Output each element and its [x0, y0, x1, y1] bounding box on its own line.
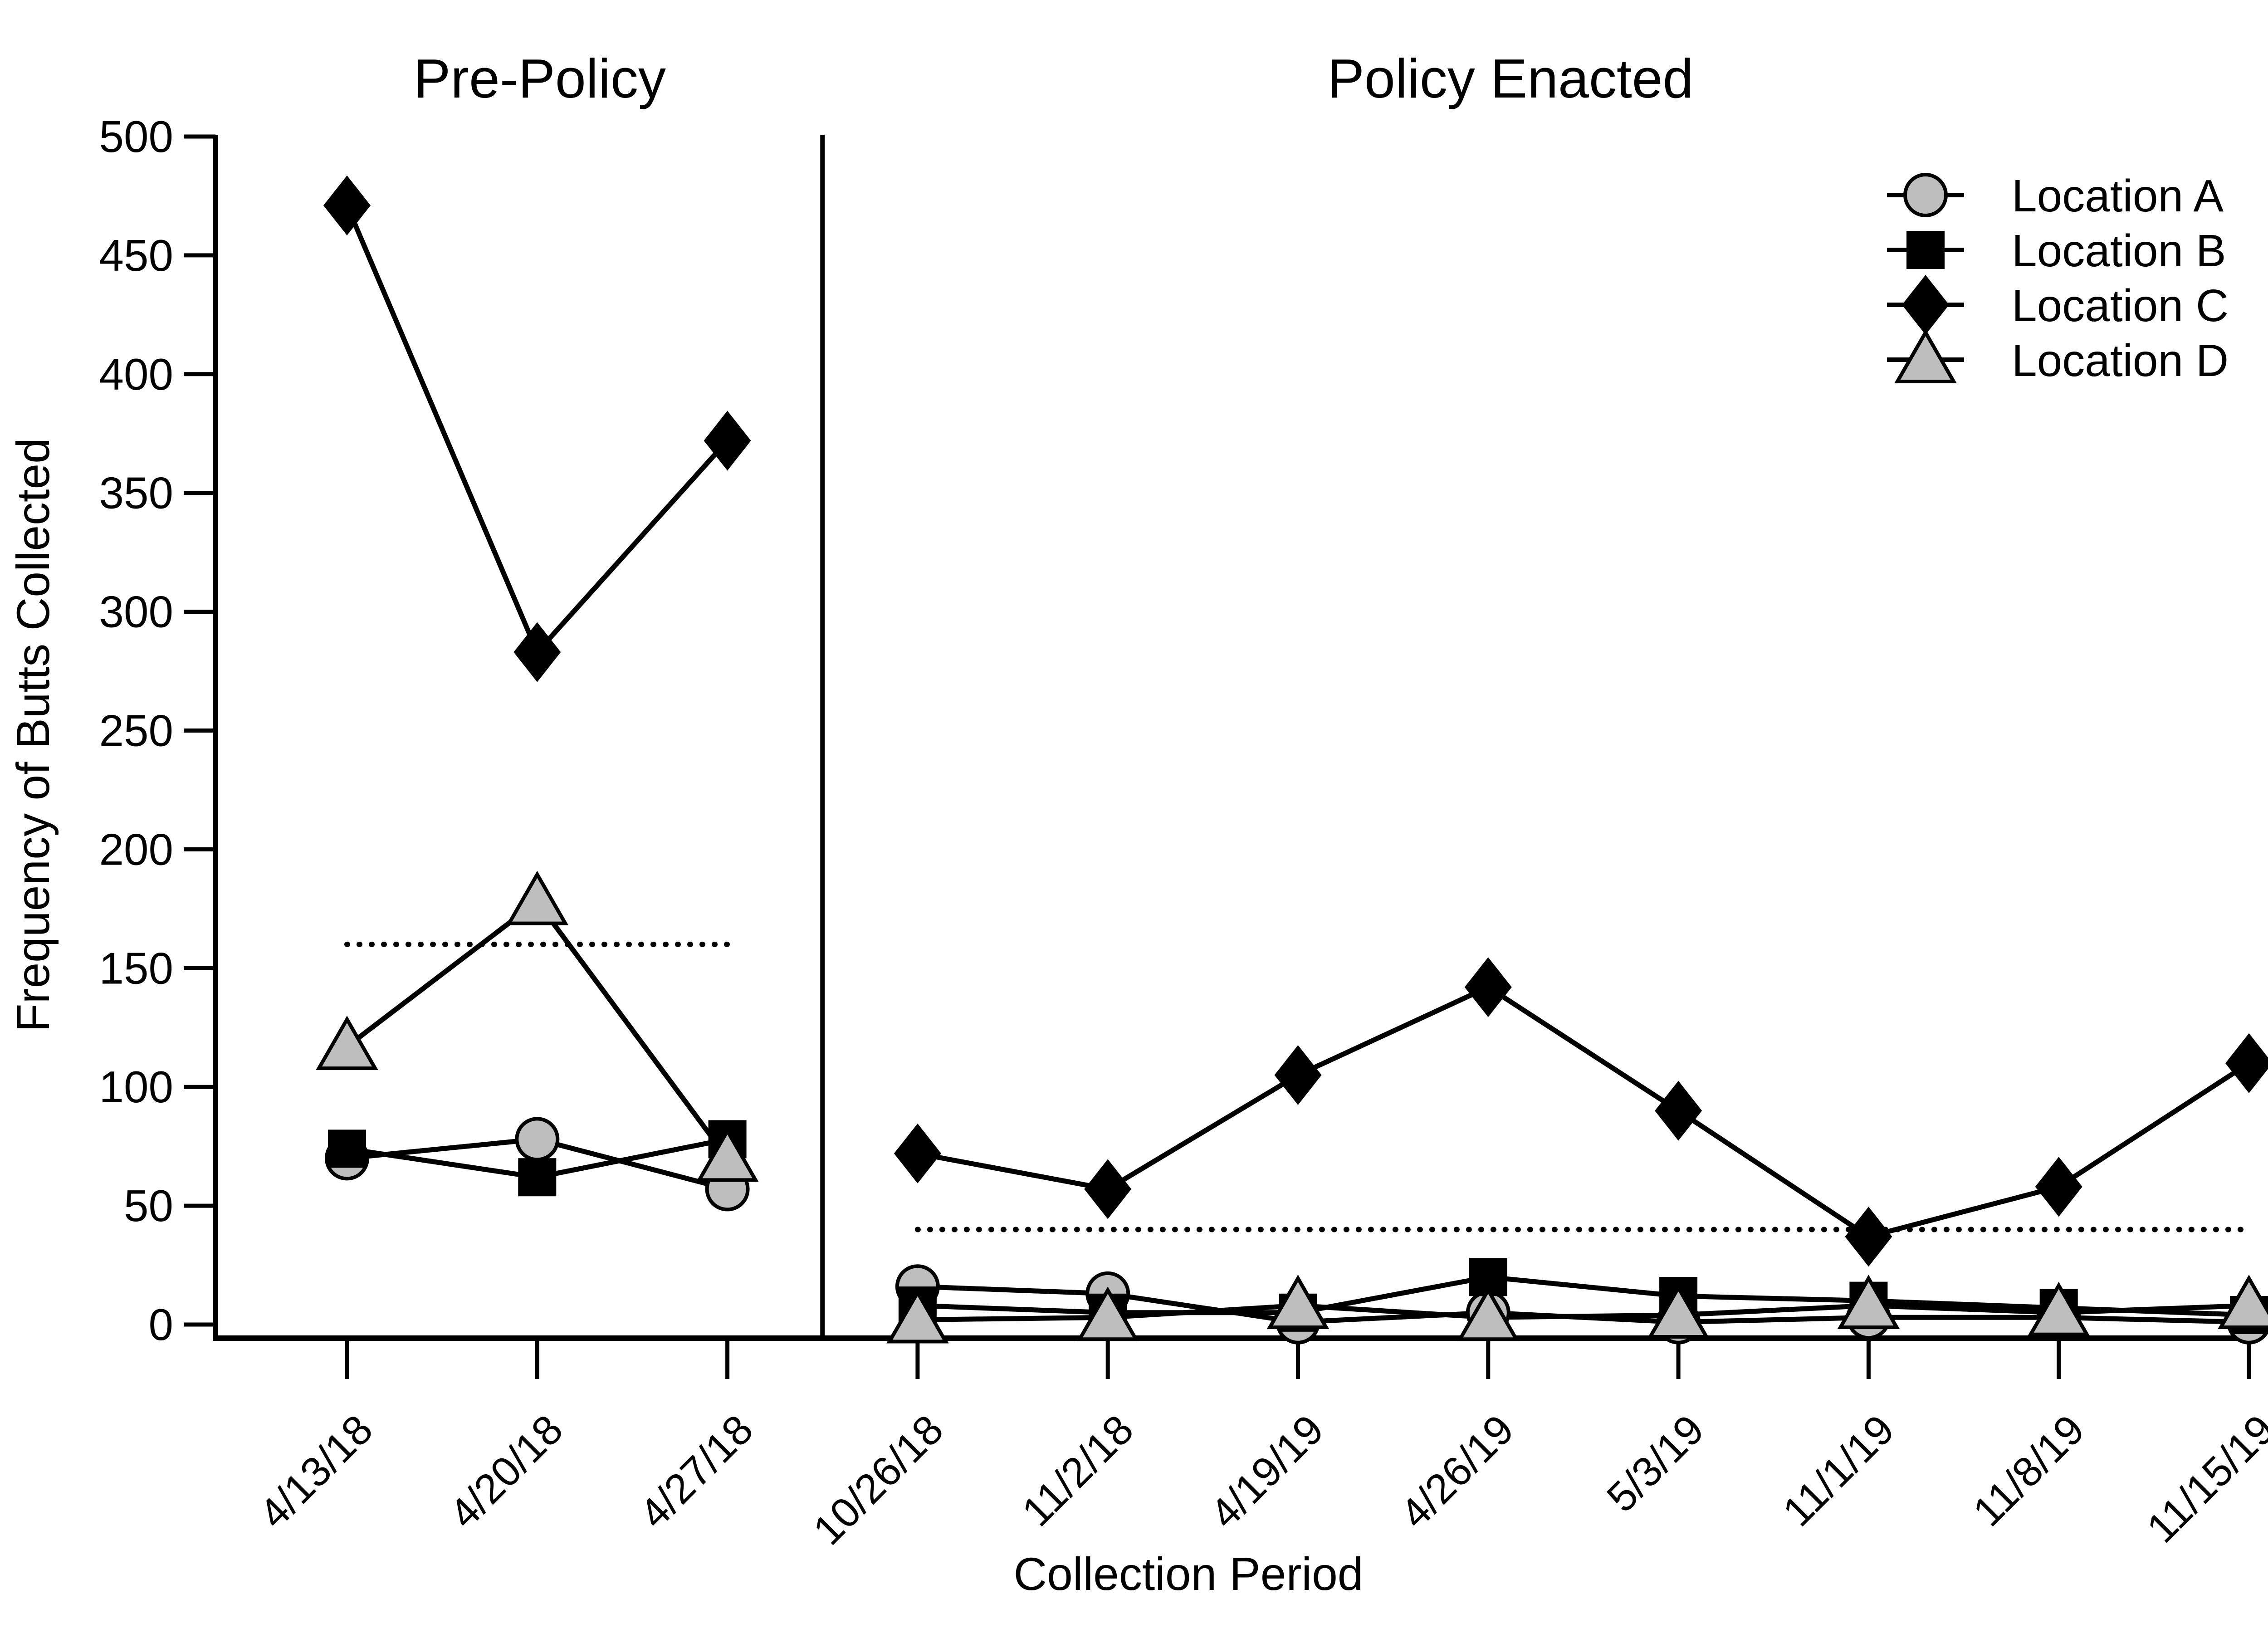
y-tick-label: 150	[99, 943, 173, 993]
x-tick-label: 4/13/18	[250, 1406, 381, 1537]
diamond-marker-icon	[1274, 1045, 1322, 1105]
legend-item-location-d: Location D	[1887, 328, 2229, 386]
y-tick-label: 500	[99, 112, 173, 161]
legend-item-location-c: Location C	[1887, 275, 2229, 335]
axes: 0 50 100 150 200 250 300 350 400 450 500 4/13/18 4/2…	[99, 112, 2268, 1554]
y-tick-label: 400	[99, 349, 173, 399]
circle-marker-icon	[515, 1117, 560, 1162]
diamond-marker-icon	[323, 175, 371, 235]
circle-marker-icon	[1903, 173, 1948, 217]
series-line	[917, 1303, 2249, 1323]
diamond-marker-icon	[1464, 957, 1512, 1017]
legend-label-location-d: Location D	[2012, 335, 2229, 386]
square-marker-icon	[518, 1158, 557, 1197]
reference-lines	[344, 135, 2252, 1335]
x-axis: 4/13/18 4/20/18 4/27/18 10/26/18 11/2/18 4/19…	[213, 1335, 2268, 1554]
legend-label-location-a: Location A	[2012, 171, 2224, 221]
y-tick-label: 250	[99, 706, 173, 756]
triangle-marker-icon	[1076, 1286, 1139, 1341]
y-tick-label: 50	[124, 1181, 173, 1231]
legend-label-location-c: Location C	[2012, 280, 2229, 331]
y-axis: 0 50 100 150 200 250 300 350 400 450 500	[99, 112, 218, 1349]
legend-label-location-b: Location B	[2012, 225, 2226, 276]
x-tick-label: 11/15/19	[2138, 1406, 2268, 1552]
x-tick-label: 5/3/19	[1598, 1406, 1713, 1521]
diamond-marker-icon	[1084, 1159, 1132, 1219]
diamond-marker-icon	[2225, 1033, 2268, 1093]
y-tick-label: 350	[99, 468, 173, 518]
pre-policy-title: Pre-Policy	[414, 48, 666, 109]
legend-item-location-a: Location A	[1887, 171, 2224, 221]
x-tick-label: 4/20/18	[440, 1406, 572, 1537]
square-marker-icon	[328, 1129, 366, 1168]
diamond-marker-icon	[2035, 1157, 2082, 1217]
y-axis-title: Frequency of Butts Collected	[7, 438, 59, 1032]
triangle-marker-icon	[1266, 1275, 1330, 1330]
triangle-marker-icon	[886, 1289, 949, 1344]
legend-item-location-b: Location B	[1887, 225, 2226, 276]
series-line	[917, 1274, 2249, 1318]
diamond-marker-icon	[704, 411, 751, 471]
x-tick-label: 4/27/18	[631, 1406, 762, 1537]
markers-location-d	[316, 870, 2268, 1344]
legend: Location A Location B Location C Locatio…	[1887, 171, 2229, 386]
y-tick-label: 0	[148, 1300, 173, 1349]
diamond-marker-icon	[513, 622, 561, 682]
triangle-marker-icon	[1457, 1286, 1520, 1341]
x-tick-label: 11/1/19	[1774, 1406, 1903, 1535]
x-tick-label: 11/2/18	[1013, 1406, 1142, 1535]
triangle-marker-icon	[316, 1016, 378, 1071]
series-location-d	[345, 898, 2249, 1323]
diamond-marker-icon	[894, 1123, 941, 1183]
triangle-marker-icon	[2027, 1281, 2090, 1336]
series-line	[344, 204, 729, 657]
triangle-marker-icon	[2218, 1275, 2268, 1330]
x-tick-label: 11/8/19	[1964, 1406, 2093, 1535]
square-marker-icon	[1906, 231, 1945, 269]
triangle-marker-icon	[506, 870, 569, 925]
triangle-marker-icon	[696, 1127, 759, 1182]
y-tick-label: 100	[99, 1062, 173, 1112]
triangle-marker-icon	[1647, 1284, 1710, 1339]
x-axis-title: Collection Period	[1013, 1548, 1363, 1600]
policy-enacted-title: Policy Enacted	[1328, 48, 1694, 109]
triangle-marker-icon	[1837, 1275, 1900, 1330]
diamond-marker-icon	[1902, 275, 1949, 335]
diamond-marker-icon	[1845, 1207, 1892, 1267]
x-tick-label: 4/26/19	[1392, 1406, 1523, 1537]
triangle-marker-icon	[1894, 328, 1957, 383]
series-line	[917, 984, 2250, 1240]
y-tick-label: 200	[99, 824, 173, 874]
x-tick-label: 10/26/18	[805, 1406, 952, 1554]
y-tick-label: 450	[99, 230, 173, 280]
markers-location-c	[323, 175, 2268, 1267]
diamond-marker-icon	[1655, 1081, 1702, 1141]
x-tick-label: 4/19/19	[1201, 1406, 1332, 1537]
y-tick-label: 300	[99, 587, 173, 637]
data-series	[316, 175, 2268, 1345]
